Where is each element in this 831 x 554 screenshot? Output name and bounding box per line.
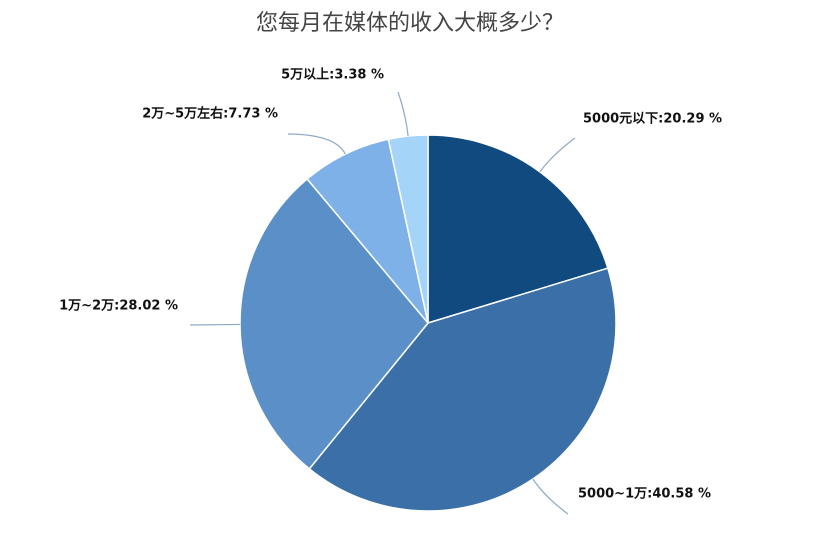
leader-line [287, 133, 346, 155]
pie-slice [239, 177, 429, 470]
data-label: 5000元以下:20.29 % [583, 112, 722, 127]
leader-line [532, 478, 569, 515]
data-label: 2万~5万左右:7.73 % [142, 106, 278, 122]
pie-slice [427, 134, 609, 325]
pie-slice [387, 134, 429, 324]
data-label: 5000~1万:40.58 % [578, 487, 711, 502]
leader-line [189, 323, 241, 326]
pie-slice [308, 267, 617, 512]
chart-title: 您每月在媒体的收入大概多少？ [256, 11, 564, 36]
leader-line [539, 137, 576, 173]
data-label: 1万~2万:28.02 % [59, 299, 178, 314]
leader-line [397, 91, 409, 137]
data-label: 5万以上:3.38 % [281, 68, 384, 83]
